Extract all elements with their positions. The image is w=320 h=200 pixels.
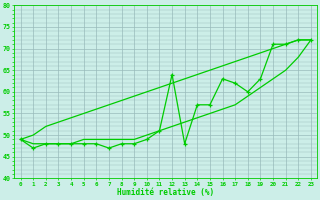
X-axis label: Humidité relative (%): Humidité relative (%) (117, 188, 214, 197)
